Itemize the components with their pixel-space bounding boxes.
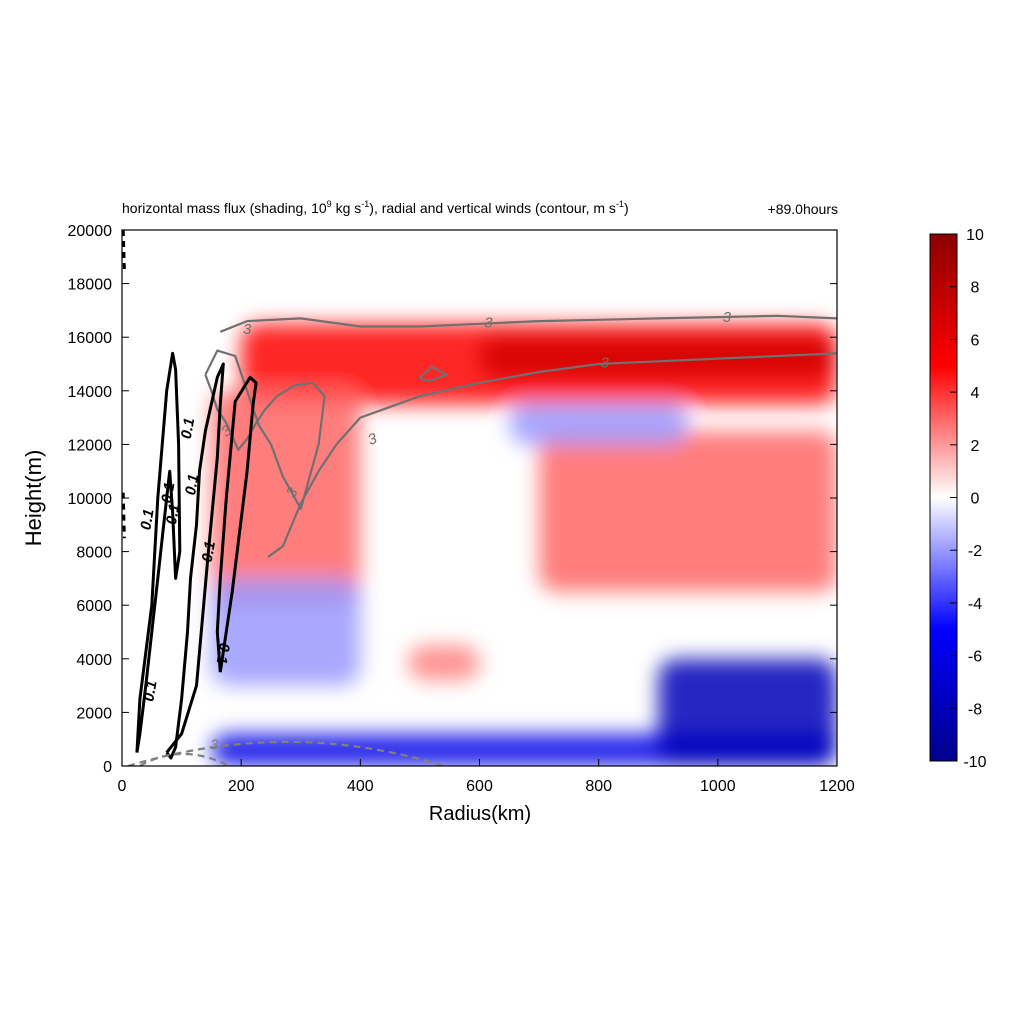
x-tick-label: 0 <box>118 778 127 795</box>
colorbar: 10 8 6 4 2 0 -2 -4 -6 -8 -10 <box>929 227 987 771</box>
shading-mid-positive-blob <box>408 645 480 681</box>
x-tick-label: 600 <box>466 778 493 795</box>
contour-label-vertical: 0.1 <box>182 473 202 496</box>
y-tick-label: 20000 <box>68 223 113 240</box>
y-tick-label: 12000 <box>68 437 113 454</box>
contour-label-vertical: 0.1 <box>178 417 198 440</box>
shading-mid-level-positive <box>539 431 837 592</box>
x-axis-label: Radius(km) <box>429 803 531 825</box>
shading-mid-negative-slant <box>211 578 361 686</box>
contour-label-radial: 3 <box>600 355 609 372</box>
x-tick-label: 800 <box>585 778 612 795</box>
y-tick-label: 6000 <box>76 598 112 615</box>
contour-radial-small-loop <box>419 365 448 382</box>
y-tick-label: 0 <box>103 759 112 776</box>
shading-upper-negative <box>509 404 689 445</box>
contour-vertical-mid <box>165 362 225 760</box>
y-tick-label: 18000 <box>68 277 113 294</box>
colorbar-tick-label: -6 <box>968 649 982 666</box>
y-tick-label: 14000 <box>68 384 113 401</box>
shading-outflow-core <box>479 337 837 378</box>
colorbar-tick-label: 8 <box>971 280 980 297</box>
title-sup-1: 9 <box>326 199 332 209</box>
colorbar-tick-label: 2 <box>971 438 980 455</box>
y-tick-label: 8000 <box>76 545 112 562</box>
colorbar-tick-label: 0 <box>971 491 980 508</box>
title-text-1: horizontal mass flux (shading, 10 <box>122 200 327 216</box>
colorbar-tick-label: -8 <box>968 701 982 718</box>
contour-label-surface: 3 <box>210 737 219 754</box>
x-tick-label: 400 <box>347 778 374 795</box>
colorbar-tick-label: 10 <box>966 227 984 244</box>
y-tick-label: 16000 <box>68 330 113 347</box>
contour-vertical-outer <box>135 351 182 753</box>
colorbar-tick-label: 4 <box>971 385 980 402</box>
contour-label-vertical: 0.1 <box>163 502 183 525</box>
forecast-time: +89.0hours <box>767 201 838 217</box>
contour-radial-outflow-upper <box>219 314 837 333</box>
y-tick-label: 2000 <box>76 705 112 722</box>
contour-label-vertical: 0.1 <box>199 540 219 563</box>
title-text-2: kg s <box>331 200 362 216</box>
contour-vertical-right <box>215 375 258 673</box>
colorbar-tick-label: 6 <box>971 332 980 349</box>
y-axis-label: Height(m) <box>21 450 46 547</box>
y-tick-label: 4000 <box>76 652 112 669</box>
chart-title: horizontal mass flux (shading, 109 kg s-… <box>122 199 629 216</box>
colorbar-tick-label: -10 <box>963 754 986 771</box>
title-text-4: ) <box>623 200 629 216</box>
colorbar-ticks: 10 8 6 4 2 0 -2 -4 -6 -8 -10 <box>950 227 987 771</box>
contour-label-vertical: 0.1 <box>158 481 178 504</box>
contour-label-vertical: 0.1 <box>137 508 157 531</box>
x-tick-label: 200 <box>228 778 255 795</box>
title-text-3: ), radial and vertical winds (contour, m… <box>369 200 616 216</box>
contour-label-radial: 3 <box>723 309 732 326</box>
contour-label-radial: 3 <box>484 314 493 331</box>
contour-vertical-negative-top <box>122 230 126 271</box>
colorbar-tick-label: -4 <box>968 596 982 613</box>
x-tick-label: 1000 <box>700 778 736 795</box>
contour-label-radial: 3 <box>243 321 252 338</box>
contour-radial-inner-loop <box>204 349 326 510</box>
shading-lower-inflow-deep <box>658 658 837 766</box>
contour-surface-negative <box>127 740 445 766</box>
contour-label-vertical: 0.1 <box>140 679 160 702</box>
y-tick-label: 10000 <box>68 491 113 508</box>
axes: 0 200 400 600 800 1000 12000200040006000800010… <box>68 223 855 795</box>
x-tick-label: 1200 <box>819 778 855 795</box>
contour-label-vertical: 0.1 <box>213 642 233 665</box>
title-sup-3: -1 <box>615 199 624 209</box>
colorbar-tick-label: -2 <box>968 543 982 560</box>
title-sup-2: -1 <box>361 199 370 209</box>
contour-vertical-negative-mid <box>122 492 126 539</box>
wind-contours <box>122 230 837 766</box>
